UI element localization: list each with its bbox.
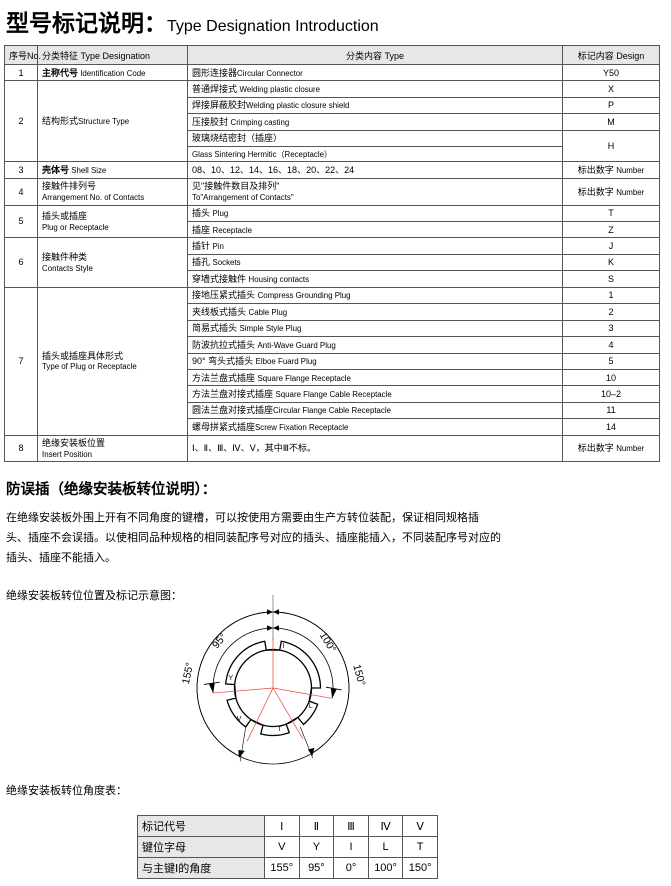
svg-text:I: I <box>282 643 284 650</box>
svg-text:L: L <box>309 703 313 710</box>
svg-text:V: V <box>237 716 242 723</box>
svg-text:T: T <box>278 726 283 733</box>
svg-text:95°: 95° <box>210 631 229 651</box>
svg-text:155°: 155° <box>180 662 196 686</box>
svg-text:150°: 150° <box>350 663 367 687</box>
svg-text:Y: Y <box>228 675 233 682</box>
